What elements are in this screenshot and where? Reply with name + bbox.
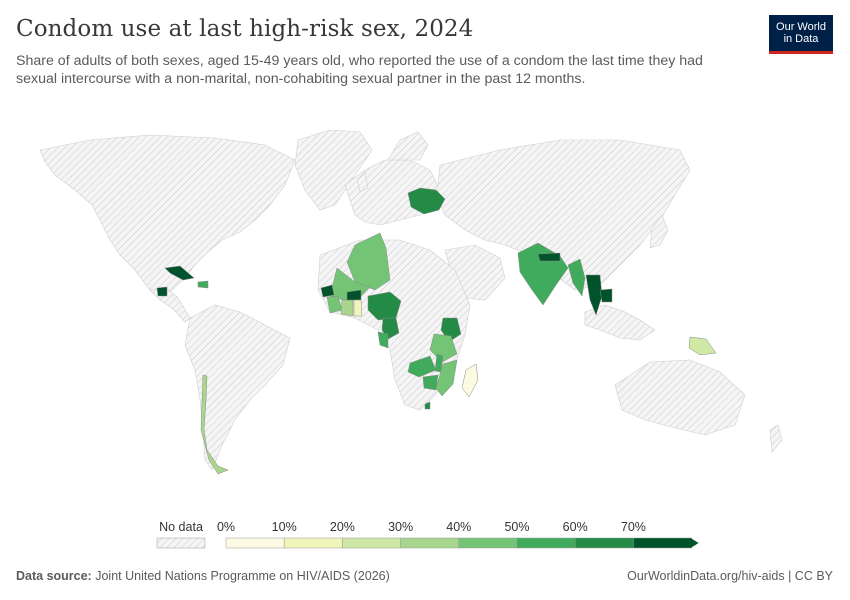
country-dominican-republic[interactable] <box>197 280 209 289</box>
legend-tick-label: 0% <box>217 520 235 534</box>
australia <box>614 359 746 436</box>
source-label: Data source: <box>16 569 92 583</box>
legend-tick-label: 30% <box>388 520 413 534</box>
new-zealand <box>769 424 783 453</box>
legend-tick-label: 50% <box>504 520 529 534</box>
legend-bin-0[interactable] <box>225 537 285 549</box>
legend-bin-1[interactable] <box>283 537 343 549</box>
country-madagascar[interactable] <box>461 363 479 398</box>
legend-arrow <box>690 538 699 548</box>
source-text: Joint United Nations Programme on HIV/AI… <box>95 569 390 583</box>
legend-tick-label: 20% <box>330 520 355 534</box>
legend-bin-4[interactable] <box>458 537 518 549</box>
central-america <box>149 286 191 323</box>
uk <box>356 171 369 193</box>
legend-bin-7[interactable] <box>633 537 692 549</box>
legend-bin-2[interactable] <box>342 537 401 549</box>
owid-logo[interactable]: Our World in Data <box>769 15 833 54</box>
countries-layer <box>156 187 717 475</box>
country-burkina-faso[interactable] <box>346 289 362 301</box>
greenland <box>294 129 373 211</box>
south-america <box>184 304 291 471</box>
japan <box>649 214 669 249</box>
country-gabon[interactable] <box>377 331 389 349</box>
footer-source: Data source: Joint United Nations Progra… <box>16 569 390 583</box>
legend-tick-label: 10% <box>272 520 297 534</box>
country-zambia[interactable] <box>407 355 437 378</box>
chart-title: Condom use at last high-risk sex, 2024 <box>16 16 474 42</box>
country-cambodia[interactable] <box>599 288 613 303</box>
footer-url[interactable]: OurWorldinData.org/hiv-aids | CC BY <box>627 569 833 583</box>
legend-bin-6[interactable] <box>574 537 634 549</box>
scandinavia <box>387 131 429 161</box>
legend-no-data-label: No data <box>159 520 203 534</box>
chart-subtitle: Share of adults of both sexes, aged 15-4… <box>16 53 703 87</box>
country-cuba[interactable] <box>164 265 195 281</box>
asia <box>436 139 691 291</box>
country-papua-new-guinea[interactable] <box>688 336 717 356</box>
legend-bin-5[interactable] <box>516 537 576 549</box>
country-ukraine[interactable] <box>407 187 446 215</box>
country-c-te-d-ivoire[interactable] <box>340 299 354 317</box>
southeast-asia-islands <box>584 304 656 341</box>
country-algeria[interactable] <box>346 232 391 291</box>
country-guatemala[interactable] <box>156 286 168 297</box>
legend-tick-label: 40% <box>446 520 471 534</box>
legend-no-data-swatch <box>156 537 206 549</box>
north-america <box>39 134 296 301</box>
legend-bin-3[interactable] <box>400 537 460 549</box>
country-eswatini[interactable] <box>424 401 431 410</box>
legend-tick-label: 60% <box>563 520 588 534</box>
country-nepal[interactable] <box>537 252 561 262</box>
legend-tick-label: 70% <box>621 520 646 534</box>
country-ghana[interactable] <box>353 299 363 317</box>
logo-text: Our World in Data <box>776 21 826 45</box>
country-mozambique[interactable] <box>435 359 458 397</box>
no-data-landmasses <box>39 129 783 471</box>
country-senegal[interactable] <box>320 284 335 298</box>
country-chile[interactable] <box>200 374 229 475</box>
country-zimbabwe[interactable] <box>422 374 439 391</box>
legend: No data 0% 10% 20% 30% 40% 50% 60% 70% <box>156 520 699 549</box>
country-thailand[interactable] <box>585 274 603 316</box>
legend-bins: 0% 10% 20% 30% 40% 50% 60% 70% <box>217 520 699 549</box>
country-myanmar[interactable] <box>567 258 586 297</box>
